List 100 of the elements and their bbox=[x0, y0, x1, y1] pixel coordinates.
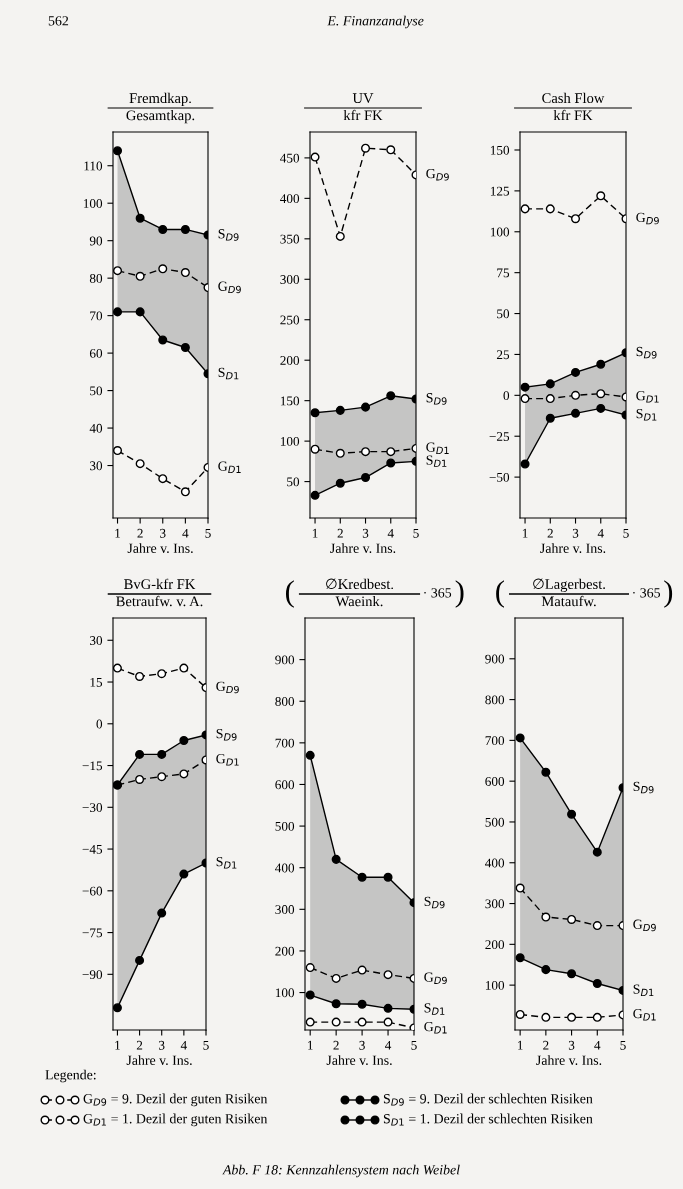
y-tick-label: −15 bbox=[82, 761, 103, 771]
point bbox=[357, 872, 367, 882]
text: · 365 bbox=[424, 588, 452, 598]
point bbox=[520, 204, 530, 214]
x-tick-label: 3 bbox=[362, 528, 369, 538]
y-tick-label: 250 bbox=[280, 315, 300, 325]
series-label: S$_{D9}$ bbox=[424, 896, 445, 909]
series-label: S$_{D9}$ bbox=[636, 346, 657, 359]
series-label: G$_{D1}$ bbox=[216, 754, 239, 766]
x-tick-label: 2 bbox=[333, 1040, 339, 1050]
x-tick-label: 4 bbox=[597, 528, 604, 538]
point bbox=[541, 1012, 551, 1022]
y-tick-label: 200 bbox=[275, 946, 295, 956]
y-tick-label: 800 bbox=[485, 695, 505, 705]
point bbox=[179, 735, 189, 746]
x-tick-label: 4 bbox=[182, 528, 189, 538]
point bbox=[386, 458, 396, 468]
point bbox=[596, 191, 606, 201]
point bbox=[335, 405, 345, 415]
chart-title: Cash Flow bbox=[542, 92, 605, 104]
x-tick-label: 4 bbox=[385, 1040, 392, 1050]
x-tick-label: 5 bbox=[411, 1040, 417, 1050]
point bbox=[520, 394, 530, 404]
x-tick-label: 3 bbox=[159, 1040, 165, 1050]
y-tick-label: 500 bbox=[485, 817, 505, 827]
y-tick-label: 300 bbox=[485, 899, 505, 909]
text: G$_{D1}$ = 1. Dezil der guten Risiken bbox=[83, 1113, 268, 1127]
y-tick-label: 450 bbox=[280, 153, 300, 163]
series-label: S$_{D1}$ bbox=[218, 367, 239, 380]
point bbox=[335, 448, 345, 458]
point bbox=[571, 390, 581, 400]
point bbox=[357, 999, 367, 1009]
point bbox=[113, 663, 122, 673]
y-tick-label: 90 bbox=[89, 236, 103, 246]
series-label: G$_{D9}$ bbox=[633, 919, 656, 932]
point bbox=[157, 772, 167, 782]
y-tick-label: 800 bbox=[275, 697, 295, 706]
y-tick-label: 75 bbox=[497, 268, 510, 278]
point bbox=[596, 389, 606, 399]
y-tick-label: 150 bbox=[490, 145, 510, 155]
y-tick-label: 400 bbox=[485, 858, 505, 868]
x-tick-label: 2 bbox=[137, 528, 143, 538]
point bbox=[179, 769, 189, 779]
y-tick-label: −60 bbox=[82, 886, 103, 896]
point bbox=[545, 204, 555, 214]
point bbox=[180, 487, 190, 497]
text: S$_{D9}$ = 9. Dezil der schlechten Risiken bbox=[383, 1093, 593, 1106]
x-axis-title: Jahre v. Ins. bbox=[540, 543, 606, 553]
point bbox=[592, 847, 602, 857]
point bbox=[180, 268, 190, 278]
y-tick-label: 40 bbox=[89, 423, 103, 433]
point bbox=[135, 671, 145, 681]
point bbox=[520, 459, 530, 469]
y-tick-label: 600 bbox=[275, 780, 295, 790]
point bbox=[305, 990, 315, 1000]
point bbox=[571, 367, 581, 377]
point bbox=[541, 965, 551, 975]
y-tick-label: 200 bbox=[280, 356, 300, 365]
x-axis-title: Jahre v. Ins. bbox=[127, 543, 193, 553]
y-tick-label: 400 bbox=[275, 863, 295, 873]
point bbox=[567, 1012, 577, 1022]
y-tick-label: 100 bbox=[485, 980, 505, 990]
point bbox=[310, 444, 320, 454]
point bbox=[545, 379, 555, 389]
y-tick-label: −30 bbox=[82, 803, 103, 813]
y-tick-label: 150 bbox=[280, 396, 300, 406]
x-tick-label: 4 bbox=[180, 1040, 187, 1050]
point bbox=[305, 750, 315, 760]
y-tick-label: 70 bbox=[90, 311, 103, 321]
y-tick-label: 350 bbox=[280, 234, 300, 244]
series-label: S$_{D1}$ bbox=[633, 984, 654, 996]
y-tick-label: 60 bbox=[89, 348, 103, 358]
point bbox=[541, 767, 551, 777]
point bbox=[520, 382, 530, 392]
y-tick-label: 50 bbox=[287, 477, 300, 487]
point bbox=[179, 869, 189, 879]
chart-title: ∅Kredbest. bbox=[326, 578, 394, 590]
point bbox=[113, 146, 123, 156]
point bbox=[571, 408, 581, 418]
y-tick-label: 30 bbox=[90, 461, 103, 471]
y-tick-label: −45 bbox=[82, 844, 103, 854]
point bbox=[592, 978, 602, 989]
point bbox=[135, 459, 145, 469]
point bbox=[571, 214, 581, 224]
x-tick-label: 5 bbox=[623, 528, 629, 538]
x-tick-label: 1 bbox=[518, 1040, 523, 1050]
point bbox=[135, 955, 145, 965]
point bbox=[383, 1017, 393, 1027]
x-tick-label: 1 bbox=[312, 528, 318, 538]
point bbox=[335, 478, 345, 488]
y-tick-label: 110 bbox=[84, 161, 103, 171]
chart-title: BvG-kfr FK bbox=[124, 578, 196, 590]
y-tick-label: 0 bbox=[96, 719, 103, 729]
chart-title: Fremdkap. bbox=[129, 92, 191, 106]
point bbox=[383, 970, 393, 980]
point bbox=[596, 359, 606, 369]
series-label: G$_{D9}$ bbox=[216, 681, 239, 694]
y-tick-label: −90 bbox=[82, 970, 103, 980]
x-tick-label: 5 bbox=[205, 528, 211, 538]
point bbox=[135, 749, 145, 759]
